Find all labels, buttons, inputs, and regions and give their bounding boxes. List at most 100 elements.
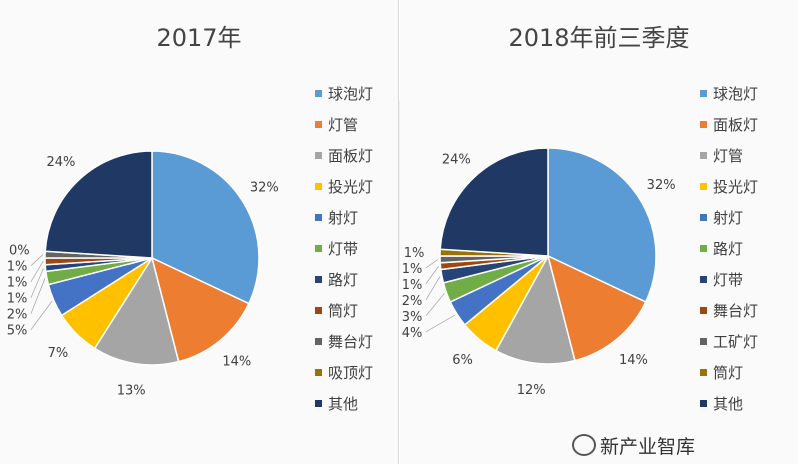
legend-label: 路灯	[713, 240, 744, 258]
data-label: 14%	[619, 353, 648, 368]
legend-item: 灯带	[700, 264, 758, 295]
data-label: 0%	[9, 244, 30, 259]
data-label: 6%	[452, 353, 473, 368]
data-label: 5%	[7, 324, 28, 339]
data-label: 1%	[404, 246, 425, 261]
legend-label: 灯管	[713, 147, 744, 165]
legend-swatch	[315, 214, 322, 221]
pie-slice-1	[546, 254, 647, 362]
legend-label: 舞台灯	[713, 302, 759, 320]
legend-label: 吸顶灯	[328, 364, 374, 382]
data-label: 32%	[647, 178, 676, 193]
legend-swatch	[700, 400, 707, 407]
legend-swatch	[700, 338, 707, 345]
legend-item: 射灯	[315, 202, 373, 233]
legend-item: 舞台灯	[315, 326, 373, 357]
leader-line	[30, 268, 44, 298]
pie-slice-2	[93, 256, 180, 366]
legend-item: 其他	[700, 388, 758, 419]
data-label: 1%	[7, 276, 28, 291]
data-label: 2%	[402, 294, 423, 309]
legend-label: 舞台灯	[328, 333, 374, 351]
legend-item: 球泡灯	[315, 78, 373, 109]
data-label: 1%	[402, 278, 423, 293]
data-label: 2%	[7, 308, 28, 323]
data-label: 1%	[7, 292, 28, 307]
pie-slice-10	[439, 147, 549, 257]
leader-line	[425, 293, 445, 317]
legend: 球泡灯灯管面板灯投光灯射灯灯带路灯筒灯舞台灯吸顶灯其他	[315, 78, 373, 419]
legend-item: 射灯	[700, 202, 758, 233]
legend-swatch	[700, 369, 707, 376]
legend-label: 投光灯	[328, 178, 374, 196]
leader-line	[425, 276, 441, 300]
pie-slice-0	[151, 150, 260, 305]
legend-label: 射灯	[328, 209, 359, 227]
legend-swatch	[700, 214, 707, 221]
legend-label: 球泡灯	[328, 85, 374, 103]
legend-swatch	[315, 121, 322, 128]
legend-item: 灯管	[315, 109, 373, 140]
chart-2018: 2018年前三季度 32% 14% 12% 6% 4% 3% 2% 1% 1% 1% 24% 球泡灯 面板…	[400, 0, 798, 464]
legend-swatch	[315, 338, 322, 345]
legend-swatch	[315, 90, 322, 97]
legend-swatch	[700, 307, 707, 314]
pie-slice-0	[547, 147, 657, 303]
legend-item: 灯管	[700, 140, 758, 171]
legend-swatch	[315, 369, 322, 376]
leader-line	[425, 314, 456, 333]
leader-line	[30, 278, 46, 314]
legend-swatch	[700, 245, 707, 252]
leader-line	[30, 301, 53, 330]
leader-line	[425, 266, 439, 285]
leader-line	[30, 261, 44, 282]
legend-item: 面板灯	[315, 140, 373, 171]
data-label: 24%	[442, 152, 471, 167]
data-label: 13%	[117, 383, 146, 398]
legend-item: 投光灯	[700, 171, 758, 202]
watermark-text: 新产业智库	[600, 436, 696, 458]
legend-item: 吸顶灯	[315, 357, 373, 388]
legend-label: 其他	[328, 395, 359, 413]
legend-label: 灯管	[328, 116, 359, 134]
legend-label: 面板灯	[328, 147, 374, 165]
legend-label: 灯带	[713, 271, 744, 289]
legend-swatch	[700, 276, 707, 283]
data-label: 24%	[47, 155, 76, 170]
legend-item: 其他	[315, 388, 373, 419]
legend-label: 球泡灯	[713, 85, 759, 103]
data-label: 12%	[517, 383, 546, 398]
legend-item: 灯带	[315, 233, 373, 264]
legend-item: 筒灯	[315, 295, 373, 326]
legend-swatch	[700, 121, 707, 128]
legend-swatch	[700, 183, 707, 190]
chart-2017: 2017年 32% 14% 13% 7% 5% 2% 1% 1% 1% 0% 24% 球泡灯 灯管 面板灯投…	[0, 0, 399, 464]
legend-label: 其他	[713, 395, 744, 413]
legend-label: 路灯	[328, 271, 359, 289]
pie-slice-2	[494, 253, 576, 365]
data-label: 14%	[222, 354, 251, 369]
legend-label: 筒灯	[328, 302, 359, 320]
legend-label: 筒灯	[713, 364, 744, 382]
pie-slice-1	[150, 256, 250, 363]
legend-swatch	[315, 307, 322, 314]
leader-line	[425, 259, 439, 269]
legend-item: 工矿灯	[700, 326, 758, 357]
legend-swatch	[700, 90, 707, 97]
legend-swatch	[315, 183, 322, 190]
legend-item: 面板灯	[700, 109, 758, 140]
chart-title: 2018年前三季度	[508, 24, 690, 52]
legend-item: 筒灯	[700, 357, 758, 388]
legend-swatch	[315, 400, 322, 407]
legend-item: 投光灯	[315, 171, 373, 202]
chart-title: 2017年	[156, 24, 242, 52]
data-label: 1%	[7, 260, 28, 275]
data-label: 32%	[250, 181, 279, 196]
legend-label: 工矿灯	[713, 333, 759, 351]
legend-label: 投光灯	[713, 178, 759, 196]
data-label: 3%	[402, 310, 423, 325]
legend-item: 球泡灯	[700, 78, 758, 109]
leader-line	[30, 254, 44, 266]
legend-item: 舞台灯	[700, 295, 758, 326]
data-label: 7%	[48, 346, 69, 361]
